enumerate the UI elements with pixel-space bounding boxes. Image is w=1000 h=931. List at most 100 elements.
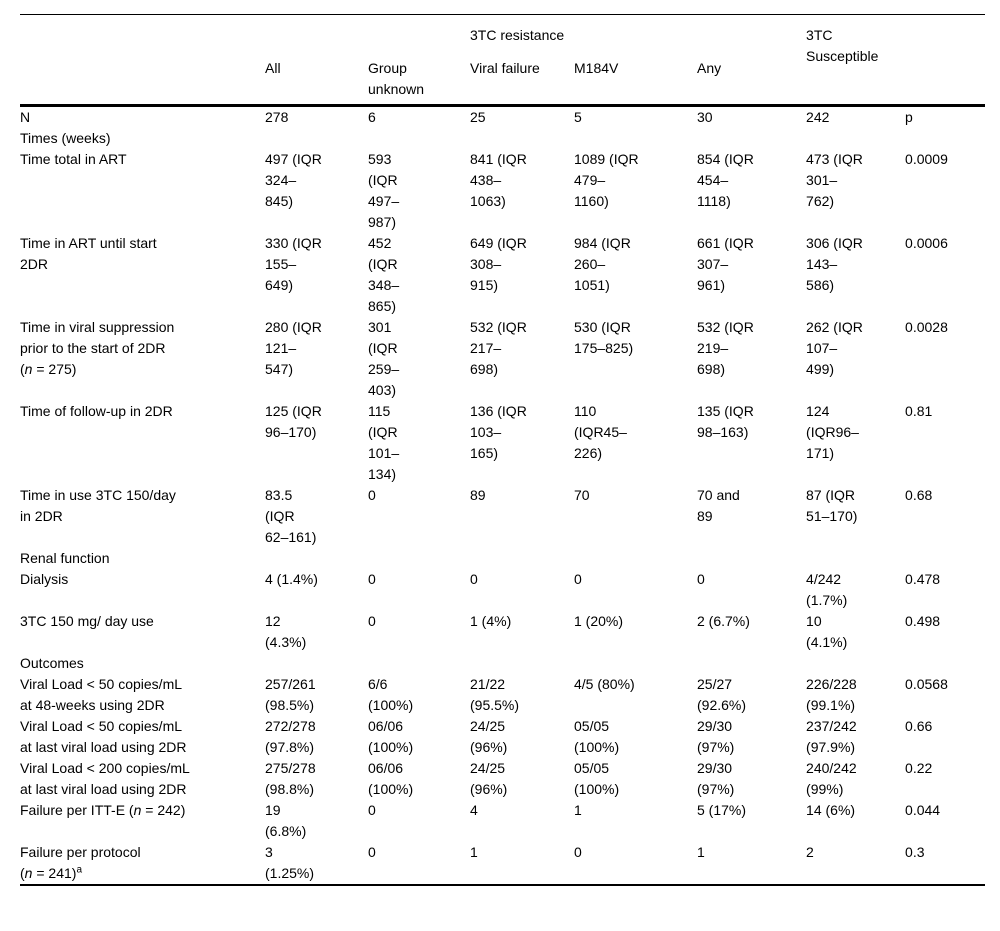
value-cell: 275/278 (98.8%) — [265, 760, 316, 797]
row-label: Dialysis — [20, 571, 69, 587]
table-row: Viral Load < 50 copies/mL at last viral … — [20, 716, 985, 758]
p-value-cell: 0.044 — [905, 802, 941, 818]
value-cell: 21/22 (95.5%) — [470, 676, 520, 713]
table-row: 3TC 150 mg/ day use 12 (4.3%) 0 1 (4%) 1 (20… — [20, 611, 985, 653]
value-cell: 2 — [806, 844, 814, 860]
value-cell: 87 (IQR 51–170) — [806, 487, 858, 524]
section-header-row: Renal function — [20, 548, 985, 569]
value-cell: 4 — [470, 802, 478, 818]
row-label: Time in viral suppression prior to the s… — [20, 319, 175, 377]
table-row: N 278 6 25 5 30 242 p — [20, 106, 985, 129]
value-cell: 6 — [368, 109, 376, 125]
value-cell: 124 (IQR96– 171) — [806, 403, 859, 461]
row-label: 3TC 150 mg/ day use — [20, 613, 154, 629]
value-cell: 19 (6.8%) — [265, 802, 307, 839]
value-cell: 841 (IQR 438– 1063) — [470, 151, 527, 209]
section-label: Renal function — [20, 550, 110, 566]
value-cell: 1 — [574, 802, 582, 818]
value-cell: 12 (4.3%) — [265, 613, 307, 650]
value-cell: 226/228 (99.1%) — [806, 676, 857, 713]
header-group-row: 3TC resistance 3TC Susceptible — [20, 15, 985, 64]
value-cell: 25 — [470, 109, 486, 125]
value-cell: 984 (IQR 260– 1051) — [574, 235, 631, 293]
section-label: Times (weeks) — [20, 130, 111, 146]
table-row: Time in ART until start 2DR 330 (IQR 155–… — [20, 233, 985, 317]
value-cell: 0 — [574, 571, 582, 587]
empty-header-cell — [265, 15, 368, 47]
results-table: 3TC resistance 3TC Susceptible All Group… — [20, 14, 986, 886]
value-cell: 262 (IQR 107– 499) — [806, 319, 863, 377]
p-value-cell: 0.68 — [905, 487, 933, 503]
empty-header-cell — [905, 15, 985, 47]
value-cell: 70 and 89 — [697, 487, 740, 524]
empty-cell — [265, 548, 985, 569]
value-cell: 473 (IQR 301– 762) — [806, 151, 863, 209]
value-cell: 0 — [368, 613, 376, 629]
value-cell: 89 — [470, 487, 486, 503]
value-cell: 306 (IQR 143– 586) — [806, 235, 863, 293]
table-header: 3TC resistance 3TC Susceptible All Group… — [20, 15, 986, 106]
value-cell: 5 — [574, 109, 582, 125]
p-value-cell: 0.0006 — [905, 235, 948, 251]
value-cell: 0 — [368, 844, 376, 860]
row-label: N — [20, 109, 31, 125]
table-row: Viral Load < 50 copies/mL at 48-weeks us… — [20, 674, 985, 716]
value-cell: 83.5 (IQR 62–161) — [265, 487, 317, 545]
row-label: Time in use 3TC 150/day in 2DR — [20, 487, 176, 524]
value-cell: 242 — [806, 109, 830, 125]
p-value-cell: 0.498 — [905, 613, 941, 629]
row-label: Time total in ART — [20, 151, 127, 167]
value-cell: 135 (IQR 98–163) — [697, 403, 754, 440]
p-value-cell: 0.478 — [905, 571, 941, 587]
value-cell: 301 (IQR 259– 403) — [368, 319, 400, 398]
row-label: Failure per ITT-E (n = 242) — [20, 802, 186, 818]
value-cell: 0 — [574, 844, 582, 860]
value-cell: 06/06 (100%) — [368, 760, 414, 797]
value-cell: 1 (20%) — [574, 613, 624, 629]
value-cell: 6/6 (100%) — [368, 676, 414, 713]
table-container: 3TC resistance 3TC Susceptible All Group… — [20, 14, 986, 886]
p-value-cell: 0.81 — [905, 403, 933, 419]
value-cell: 1089 (IQR 479– 1160) — [574, 151, 639, 209]
value-cell: 10 (4.1%) — [806, 613, 848, 650]
p-value-cell: p — [905, 109, 913, 125]
value-cell: 532 (IQR 219– 698) — [697, 319, 754, 377]
table-row: Failure per ITT-E (n = 242) 19 (6.8%) 0 4 1 5… — [20, 800, 985, 842]
value-cell: 1 — [697, 844, 705, 860]
value-cell: 4/242 (1.7%) — [806, 571, 848, 608]
value-cell: 1 — [470, 844, 478, 860]
value-cell: 0 — [470, 571, 478, 587]
column-header-any: Any — [697, 60, 722, 76]
section-label: Outcomes — [20, 655, 84, 671]
table-row: Viral Load < 200 copies/mL at last viral… — [20, 758, 985, 800]
p-value-cell: 0.22 — [905, 760, 933, 776]
value-cell: 257/261 (98.5%) — [265, 676, 316, 713]
column-header-viral-failure: Viral failure — [470, 60, 540, 76]
value-cell: 0 — [368, 487, 376, 503]
value-cell: 115 (IQR 101– 134) — [368, 403, 400, 482]
value-cell: 280 (IQR 121– 547) — [265, 319, 322, 377]
value-cell: 649 (IQR 308– 915) — [470, 235, 527, 293]
p-value-cell: 0.0568 — [905, 676, 948, 692]
value-cell: 530 (IQR 175–825) — [574, 319, 634, 356]
value-cell: 532 (IQR 217– 698) — [470, 319, 527, 377]
empty-header-cell — [20, 46, 265, 106]
row-label: Time of follow-up in 2DR — [20, 403, 173, 419]
empty-cell — [265, 653, 985, 674]
section-header-row: Outcomes — [20, 653, 985, 674]
empty-header-cell — [20, 15, 265, 47]
row-label: Viral Load < 200 copies/mL at last viral… — [20, 760, 190, 797]
value-cell: 661 (IQR 307– 961) — [697, 235, 754, 293]
value-cell: 0 — [368, 571, 376, 587]
p-value-cell: 0.3 — [905, 844, 925, 860]
row-label: Time in ART until start 2DR — [20, 235, 157, 272]
header-subcolumn-row: All Group unknown Viral failure M184V An… — [20, 46, 985, 106]
table-row: Time in use 3TC 150/day in 2DR 83.5 (IQR … — [20, 485, 985, 548]
column-header-3tc-susceptible: 3TC Susceptible — [806, 27, 879, 64]
value-cell: 278 — [265, 109, 289, 125]
value-cell: 593 (IQR 497– 987) — [368, 151, 400, 230]
value-cell: 24/25 (96%) — [470, 760, 508, 797]
row-label: Viral Load < 50 copies/mL at last viral … — [20, 718, 187, 755]
value-cell: 330 (IQR 155– 649) — [265, 235, 322, 293]
value-cell: 0 — [368, 802, 376, 818]
